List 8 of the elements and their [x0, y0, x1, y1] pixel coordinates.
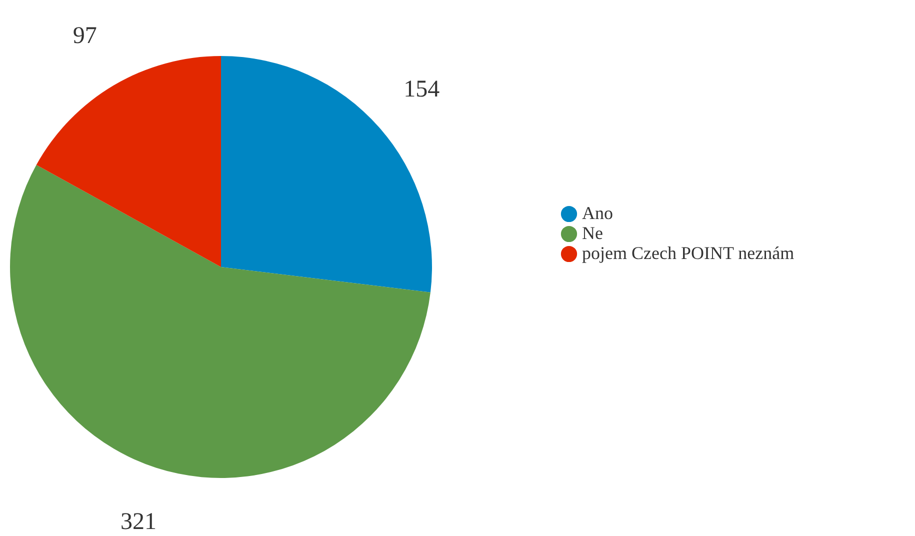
- legend-label: Ne: [582, 223, 603, 243]
- data-label: 97: [72, 23, 97, 50]
- pie-slice: [36, 56, 221, 267]
- legend-label: Ano: [582, 203, 613, 223]
- data-label: 321: [120, 508, 156, 535]
- data-label: 154: [404, 76, 440, 102]
- pie-slice: [10, 164, 430, 478]
- legend-label: pojem Czech POINT neznám: [582, 243, 794, 263]
